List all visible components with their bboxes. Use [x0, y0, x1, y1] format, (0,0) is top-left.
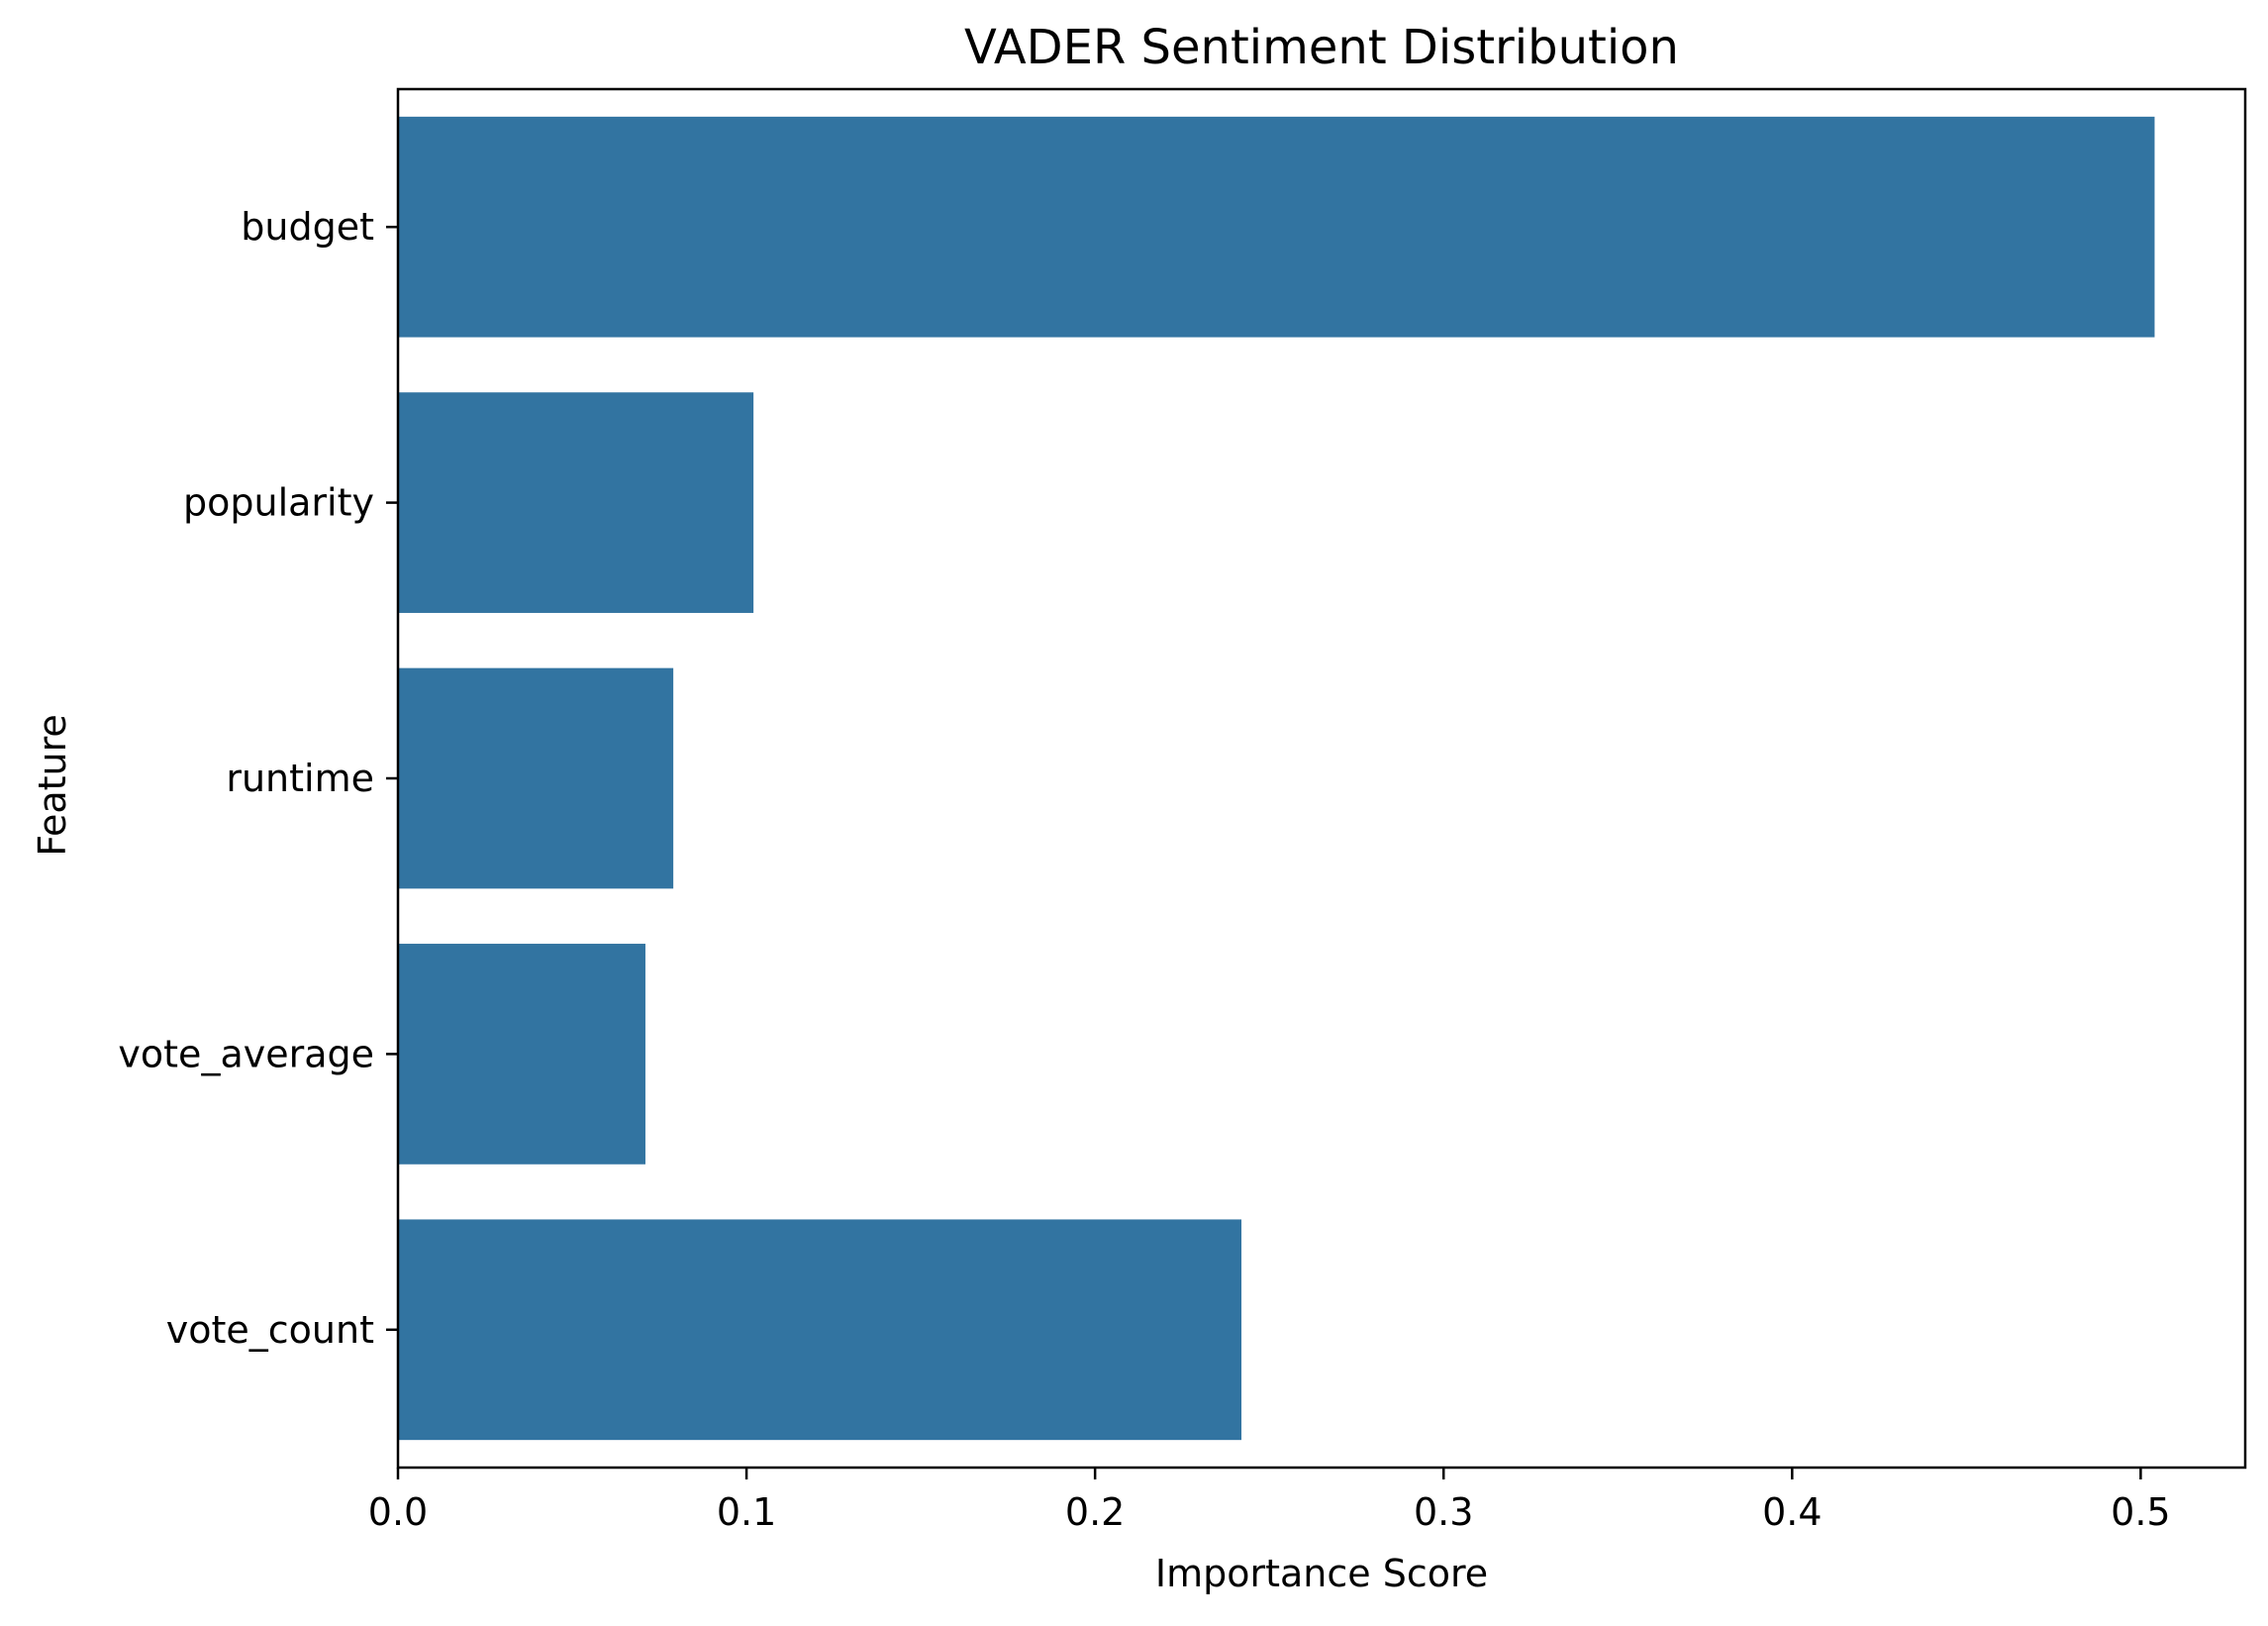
bars-layer: [398, 116, 2155, 1441]
x-tick-label-0-4: 0.4: [1762, 1490, 1822, 1534]
y-tick-label-vote-count: vote_count: [166, 1308, 374, 1352]
x-tick-label-0-2: 0.2: [1065, 1490, 1125, 1534]
bar-vote-count: [398, 1219, 1242, 1441]
x-axis-label: Importance Score: [1155, 1552, 1488, 1595]
y-tick-label-vote-average: vote_average: [118, 1032, 374, 1075]
bar-runtime: [398, 667, 674, 889]
bar-popularity: [398, 392, 754, 613]
chart-title: VADER Sentiment Distribution: [964, 20, 1679, 75]
x-tick-label-0-5: 0.5: [2111, 1490, 2170, 1534]
y-axis-ticks: budget popularity runtime vote_average vote_…: [118, 205, 398, 1352]
x-tick-label-0-3: 0.3: [1414, 1490, 1473, 1534]
bar-budget: [398, 116, 2155, 338]
x-tick-label-0-1: 0.1: [717, 1490, 776, 1534]
plot-frame: [396, 87, 2247, 1470]
x-tick-label-0-0: 0.0: [368, 1490, 428, 1534]
x-axis-ticks: 0.0 0.1 0.2 0.3 0.4 0.5: [368, 1468, 2171, 1534]
y-tick-label-budget: budget: [241, 205, 374, 249]
y-tick-label-runtime: runtime: [226, 757, 374, 800]
y-tick-label-popularity: popularity: [183, 481, 374, 525]
bar-vote-average: [398, 944, 645, 1165]
y-axis-label: Feature: [31, 714, 74, 857]
